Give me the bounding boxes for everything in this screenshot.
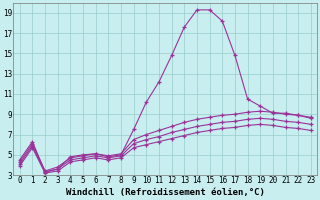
X-axis label: Windchill (Refroidissement éolien,°C): Windchill (Refroidissement éolien,°C): [66, 188, 265, 197]
